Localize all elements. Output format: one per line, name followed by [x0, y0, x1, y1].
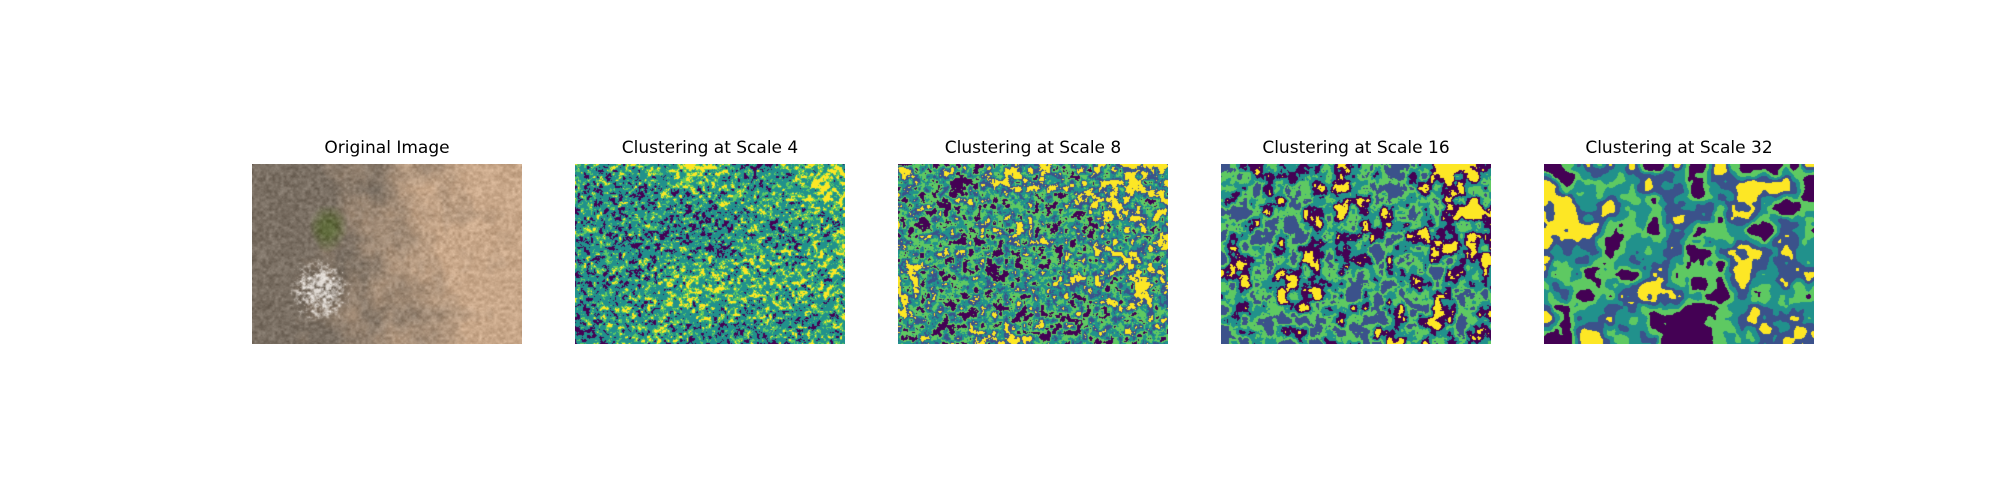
cluster-map-scale-8: [898, 164, 1168, 344]
original-image: [252, 164, 522, 344]
cluster-map-scale-4: [575, 164, 845, 344]
panel-title: Clustering at Scale 32: [1585, 138, 1773, 158]
panel-title: Clustering at Scale 4: [621, 138, 799, 158]
panel-title: Original Image: [324, 138, 450, 158]
panel-title: Clustering at Scale 8: [944, 138, 1122, 158]
cluster-map-scale-32: [1544, 164, 1814, 344]
panel-title: Clustering at Scale 16: [1262, 138, 1450, 158]
cluster-map-scale-16: [1221, 164, 1491, 344]
